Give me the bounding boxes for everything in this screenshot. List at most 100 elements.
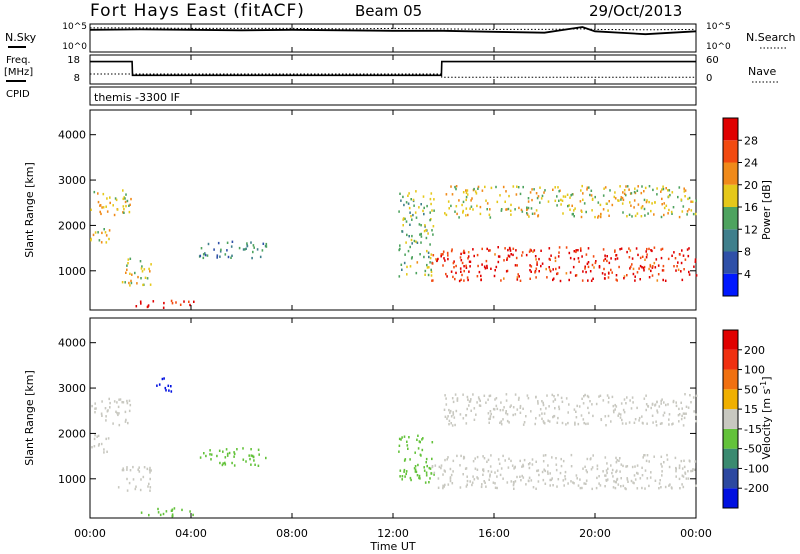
echo-cell (251, 454, 254, 458)
echo-cell (668, 465, 671, 469)
echo-cell (488, 213, 491, 216)
echo-cell (173, 507, 176, 510)
echo-cell (162, 306, 165, 309)
echo-cell (543, 468, 545, 471)
echo-cell (510, 459, 512, 463)
echo-cell (409, 476, 412, 480)
freq-line (90, 60, 696, 77)
echo-cell (476, 476, 478, 479)
echo-cell (507, 248, 509, 252)
echo-cell (503, 277, 505, 280)
echo-cell (541, 412, 543, 415)
echo-cell (221, 463, 224, 467)
echo-cell (143, 268, 146, 271)
echo-cell (500, 279, 502, 282)
echo-cell (583, 482, 585, 485)
echo-cell (106, 410, 109, 413)
yaxis-tick-label: 3000 (58, 382, 86, 395)
echo-cell (636, 471, 638, 475)
echo-cell (210, 453, 213, 456)
echo-cell (462, 191, 465, 194)
echo-cell (546, 394, 548, 397)
echo-cell (447, 483, 450, 486)
echo-cell (427, 232, 429, 235)
echo-cell (477, 396, 480, 399)
echo-cell (612, 409, 615, 412)
echo-cell (248, 454, 250, 457)
echo-cell (685, 405, 688, 408)
echo-cell (458, 216, 460, 219)
echo-cell (165, 510, 168, 513)
echo-cell (124, 200, 127, 204)
echo-cell (619, 413, 622, 416)
echo-cell (265, 242, 268, 246)
echo-cell (681, 210, 684, 213)
velocity-colorbar-label: Velocity [m s-1] (759, 376, 773, 459)
echo-cell (413, 239, 416, 243)
echo-cell (486, 208, 488, 211)
echo-cell (543, 412, 546, 415)
echo-cell (410, 478, 412, 482)
echo-cell (430, 270, 433, 273)
echo-cell (590, 279, 593, 282)
echo-cell (216, 454, 218, 458)
echo-cell (548, 247, 551, 250)
echo-cell (606, 471, 608, 475)
echo-cell (400, 438, 402, 441)
echo-cell (582, 467, 584, 470)
echo-cell (636, 464, 639, 467)
echo-cell (407, 202, 410, 205)
echo-cell (505, 411, 507, 415)
echo-cell (127, 262, 129, 265)
echo-cell (592, 454, 594, 457)
echo-cell (606, 255, 608, 258)
echo-cell (605, 479, 608, 482)
echo-cell (179, 303, 182, 306)
echo-cell (401, 268, 403, 271)
echo-cell (579, 478, 581, 481)
echo-cell (631, 465, 634, 469)
echo-cell (688, 273, 691, 276)
echo-cell (594, 195, 596, 199)
echo-cell (548, 266, 550, 269)
echo-cell (472, 393, 474, 396)
echo-cell (420, 224, 422, 227)
echo-cell (254, 463, 256, 466)
echo-cell (572, 481, 574, 484)
echo-cell (171, 515, 174, 518)
echo-cell (657, 273, 660, 276)
echo-cell (570, 465, 573, 468)
echo-cell (478, 398, 481, 401)
echo-cell (406, 273, 408, 276)
echo-cell (494, 253, 496, 256)
echo-cell (462, 211, 464, 214)
echo-cell (425, 228, 427, 232)
echo-cell (504, 459, 506, 462)
echo-cell (512, 185, 515, 188)
echo-cell (528, 466, 531, 470)
echo-cell (437, 486, 440, 489)
echo-cell (522, 465, 525, 468)
echo-cell (202, 256, 205, 260)
echo-cell (557, 478, 560, 481)
echo-cell (645, 256, 648, 259)
echo-cell (459, 256, 462, 259)
echo-cell (656, 400, 658, 403)
echo-cell (398, 450, 400, 453)
echo-cell (545, 407, 547, 410)
echo-cell (432, 279, 434, 282)
noise-line-nsearch (90, 27, 697, 31)
echo-cell (108, 237, 110, 241)
freq-left-tick-bottom: 8 (74, 73, 80, 84)
freq-left-tick-top: 18 (67, 55, 80, 66)
echo-cell (167, 384, 170, 387)
echo-cell (631, 263, 633, 266)
echo-cell (629, 249, 632, 252)
echo-cell (90, 239, 92, 242)
echo-cell (669, 193, 671, 197)
echo-cell (473, 254, 475, 258)
echo-cell (602, 470, 604, 473)
echo-cell (106, 210, 109, 213)
echo-cell (465, 189, 467, 192)
echo-cell (604, 257, 607, 261)
